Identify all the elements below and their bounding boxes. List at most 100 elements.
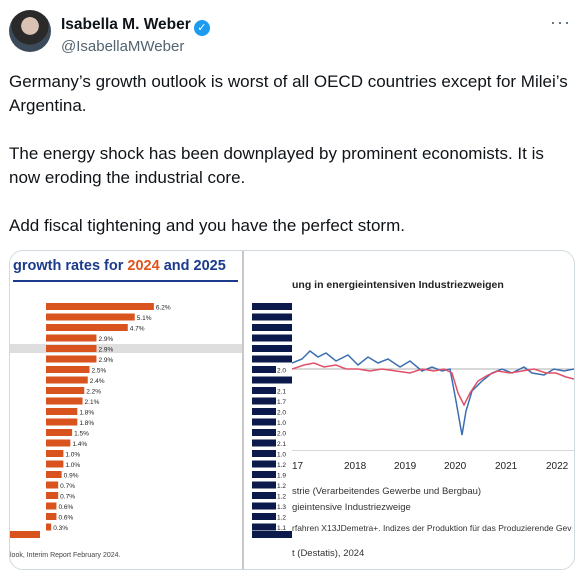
label-backdrop [276, 460, 292, 468]
growth-bar-2025 [252, 481, 292, 489]
label-backdrop [276, 523, 292, 531]
growth-rates-chart: growth rates for 2024 and 2025 6.2% 5.1% 4… [10, 251, 242, 569]
label-backdrop [276, 492, 292, 499]
bar-value-label-2025: 1.2 [277, 483, 286, 490]
label-backdrop [276, 387, 292, 394]
chart-source: look, Interim Report February 2024. [10, 552, 121, 559]
x-tick-label: 2021 [495, 461, 518, 472]
bar-value-label: 2.4% [90, 378, 105, 385]
bar-value-label: 0.7% [60, 494, 75, 501]
bar-value-label: 1.8% [79, 410, 94, 417]
bar-value-label-2025: 1.1 [277, 525, 286, 532]
growth-bar-2025-partial [252, 531, 292, 538]
tweet-image[interactable]: growth rates for 2024 and 2025 6.2% 5.1% 4… [9, 250, 575, 570]
x-tick-label: 17 [292, 461, 304, 472]
bar-value-label: 2.9% [98, 336, 113, 343]
growth-bar [46, 513, 57, 520]
legend-1: strie (Verarbeitendes Gewerbe und Bergba… [292, 486, 482, 497]
label-backdrop [276, 429, 292, 436]
growth-bar [46, 439, 71, 447]
bar-value-label-2025: 1.9 [277, 473, 286, 480]
bar-value-label: 1.5% [74, 431, 89, 438]
growth-bar-2025 [252, 387, 292, 394]
growth-bar-2025 [252, 471, 292, 478]
growth-bar-2025 [252, 439, 292, 447]
x-tick-label: 2019 [394, 461, 417, 472]
production-lines [292, 350, 574, 451]
growth-bar-2025 [252, 303, 292, 310]
growth-bar [46, 418, 78, 426]
label-backdrop [276, 418, 292, 426]
label-backdrop [276, 502, 292, 510]
bar-value-label: 0.7% [60, 483, 75, 490]
growth-bar [46, 408, 78, 415]
bar-value-label-2025: 1.3 [277, 504, 286, 511]
chart-title-mid: and [159, 258, 194, 274]
growth-bar-2025 [252, 366, 292, 373]
series-line-industry [292, 350, 574, 436]
growth-bar-2025 [252, 324, 292, 331]
author-handle[interactable]: @IsabellaMWeber [61, 38, 185, 55]
growth-bar-2025 [252, 313, 292, 321]
growth-bar [46, 387, 85, 394]
bar-value-label: 0.9% [64, 473, 79, 480]
growth-bar-2025 [252, 418, 292, 426]
bar-value-label: 2.9% [98, 347, 113, 354]
growth-bar-2025 [252, 408, 292, 415]
bar-value-label-2025: 1.2 [277, 515, 286, 522]
label-backdrop [276, 513, 292, 520]
x-tick-label: 2020 [444, 461, 467, 472]
growth-bar [46, 345, 97, 352]
label-backdrop [276, 397, 292, 405]
growth-bar [46, 366, 90, 373]
growth-bar-2025 [252, 492, 292, 499]
bar-value-label: 2.1% [85, 399, 100, 406]
series-line-energy-intensive [292, 362, 574, 407]
growth-bar-2025 [252, 429, 292, 436]
growth-bar [46, 502, 57, 510]
bar-value-label-2025: 2.0 [277, 368, 286, 375]
tweet-header: Isabella M. Weber ✓ @IsabellaMWeber ··· [9, 10, 573, 60]
bar-value-label: 2.9% [98, 357, 113, 364]
author-name-text[interactable]: Isabella M. Weber [61, 16, 191, 33]
chart-title-year2: 2025 [193, 258, 226, 274]
growth-bars: 6.2% 5.1% 4.7% 2.9% 2.9% 2.9% 2.5% 2.4% 2.2% 2.1%… [10, 303, 242, 538]
bar-value-label: 1.0% [65, 462, 80, 469]
bar-value-label: 2.2% [86, 389, 101, 396]
label-backdrop [276, 481, 292, 489]
bar-value-label: 4.7% [130, 326, 145, 333]
growth-bar [46, 481, 59, 489]
bar-value-label-2025: 2.1 [277, 389, 286, 396]
label-backdrop [276, 408, 292, 415]
highlight-row [10, 344, 242, 353]
bar-value-label-2025: 1.2 [277, 494, 286, 501]
method-note: rfahren X13JDemetra+. Indizes der Produk… [292, 523, 572, 533]
bar-value-label: 1.8% [79, 420, 94, 427]
image-separator [242, 251, 244, 569]
growth-bar [46, 303, 154, 310]
growth-bar [46, 313, 135, 321]
bar-value-label: 2.5% [92, 368, 107, 375]
chart-title: growth rates for 2024 and 2025 [13, 258, 226, 274]
bar-value-label: 0.3% [53, 525, 68, 532]
bar-value-label-2025: 1.0 [277, 420, 286, 427]
label-backdrop [276, 450, 292, 457]
author-name[interactable]: Isabella M. Weber ✓ [61, 16, 210, 36]
bar-value-label-2025: 2.0 [277, 431, 286, 438]
growth-bar [46, 397, 83, 405]
growth-bar-2025 [252, 502, 292, 510]
bar-value-label-2025: 2.0 [277, 410, 286, 417]
avatar[interactable] [9, 10, 51, 52]
growth-bar-2025 [252, 355, 292, 363]
more-options-icon[interactable]: ··· [550, 12, 571, 32]
growth-bar [46, 492, 59, 499]
bar-value-label-2025: 1.7 [277, 399, 286, 406]
x-tick-label: 2018 [344, 461, 367, 472]
label-backdrop [276, 366, 292, 373]
title-rule [13, 280, 238, 282]
industrial-production-chart: 2.0 2.1 1.7 2.0 1.0 2.0 2.1 1.0 1.2 1.9 1.2 1.2 1.3 1… [244, 251, 574, 569]
bar-value-label: 1.0% [65, 452, 80, 459]
tweet-paragraph-1: Germany’s growth outlook is worst of all… [9, 72, 568, 115]
growth-bar [46, 355, 97, 363]
growth-bar [46, 460, 64, 468]
